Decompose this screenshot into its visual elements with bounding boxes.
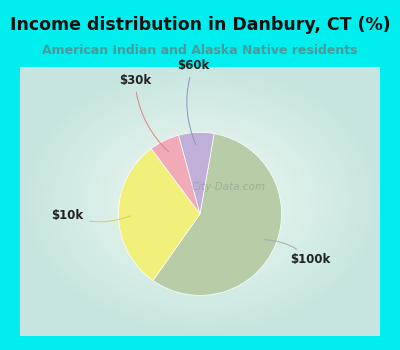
Wedge shape bbox=[179, 132, 214, 214]
Text: American Indian and Alaska Native residents: American Indian and Alaska Native reside… bbox=[42, 44, 358, 57]
Text: Income distribution in Danbury, CT (%): Income distribution in Danbury, CT (%) bbox=[10, 16, 390, 34]
Text: City-Data.com: City-Data.com bbox=[192, 182, 266, 191]
Wedge shape bbox=[118, 149, 200, 280]
Text: $100k: $100k bbox=[264, 240, 331, 266]
Text: $30k: $30k bbox=[119, 74, 169, 152]
Wedge shape bbox=[151, 135, 200, 214]
Wedge shape bbox=[153, 134, 282, 295]
Text: $60k: $60k bbox=[177, 59, 209, 145]
Text: $10k: $10k bbox=[52, 209, 130, 222]
